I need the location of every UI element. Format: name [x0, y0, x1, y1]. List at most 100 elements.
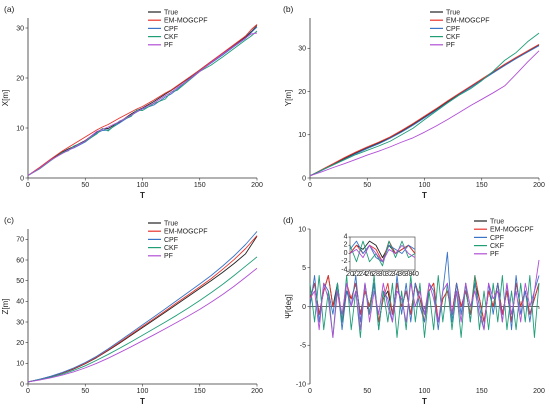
- y-tick-label: 20: [298, 89, 306, 96]
- panel-letter: (d): [283, 215, 294, 225]
- y-tick-label: 40: [16, 299, 24, 306]
- series-line-em-mogcpf: [27, 235, 258, 383]
- x-tick-label: 200: [251, 388, 263, 395]
- inset-x-tick-label: 38: [405, 271, 413, 278]
- y-tick-label: -5: [300, 343, 306, 350]
- y-tick-label: 50: [16, 278, 24, 285]
- panel-letter: (c): [4, 215, 14, 225]
- x-tick-label: 100: [419, 388, 431, 395]
- legend-label: True: [164, 220, 178, 227]
- inset-x-tick-label: 28: [372, 271, 380, 278]
- x-tick-label: 200: [533, 388, 545, 395]
- x-axis-title: T: [140, 191, 145, 200]
- y-tick-label: 0: [20, 381, 24, 388]
- inset-y-tick-label: 0: [344, 250, 348, 257]
- series-line-ckf: [309, 275, 540, 338]
- legend-label: CPF: [164, 237, 178, 244]
- legend-label: PF: [164, 42, 173, 49]
- inset-x-tick-label: 30: [379, 271, 387, 278]
- series-line-pf: [309, 259, 540, 338]
- inset-series-line-ckf: [349, 240, 416, 267]
- inset-y-tick-label: -4: [341, 266, 347, 273]
- y-tick-label: 30: [16, 319, 24, 326]
- x-tick-label: 50: [363, 388, 371, 395]
- legend-label: True: [490, 218, 504, 225]
- inset-x-tick-label: 24: [359, 271, 367, 278]
- legend-label: PF: [164, 253, 173, 260]
- series-line-cpf: [309, 45, 540, 177]
- series-line-em-mogcpf: [27, 24, 258, 176]
- y-tick-label: 0: [20, 175, 24, 182]
- x-tick-label: 100: [137, 182, 149, 189]
- x-tick-label: 150: [476, 388, 488, 395]
- inset-x-tick-label: 32: [385, 271, 393, 278]
- y-tick-label: 60: [16, 257, 24, 264]
- legend-label: CKF: [490, 243, 504, 250]
- x-axis-title: T: [422, 191, 427, 200]
- legend-label: CKF: [164, 34, 178, 41]
- x-tick-label: 0: [308, 388, 312, 395]
- series-line-true: [27, 235, 258, 383]
- y-tick-label: 10: [298, 226, 306, 233]
- inset-x-tick-label: 20: [346, 271, 354, 278]
- x-tick-label: 0: [26, 182, 30, 189]
- x-tick-label: 50: [81, 388, 89, 395]
- legend-label: PF: [446, 42, 455, 49]
- y-tick-label: 20: [16, 75, 24, 82]
- x-tick-label: 100: [419, 182, 431, 189]
- y-tick-label: 10: [16, 125, 24, 132]
- x-tick-label: 0: [308, 182, 312, 189]
- y-axis-title: Y[m]: [284, 90, 293, 106]
- legend-label: CPF: [446, 26, 460, 33]
- inset-y-tick-label: 2: [344, 242, 348, 249]
- x-tick-label: 50: [81, 182, 89, 189]
- inset-x-tick-label: 36: [398, 271, 406, 278]
- inset-y-tick-label: -2: [341, 258, 347, 265]
- y-tick-label: 0: [302, 304, 306, 311]
- x-tick-label: 150: [194, 182, 206, 189]
- y-axis-title: Z[m]: [1, 299, 10, 315]
- series-line-cpf: [27, 231, 258, 383]
- series-line-ckf: [309, 32, 540, 177]
- panel-letter: (b): [283, 4, 294, 14]
- legend-label: CPF: [490, 235, 504, 242]
- panel-c: 0 50 100 150 200 0 10 20 30 40 50 60 70 (c) T Z[m] True E…: [1, 215, 263, 406]
- panel-a: 0 50 100 150 200 0 10 20 30 (a) T X[m] True EM-MOGCPF…: [1, 4, 263, 200]
- x-axis-title: T: [422, 397, 427, 406]
- inset-series-line-pf: [349, 244, 416, 263]
- series-line-ckf: [27, 256, 258, 383]
- inset-x-tick-label: 40: [411, 271, 419, 278]
- series-line-pf: [27, 267, 258, 383]
- x-tick-label: 0: [26, 388, 30, 395]
- inset-x-tick-label: 26: [366, 271, 374, 278]
- panel-letter: (a): [4, 4, 15, 14]
- inset-y-tick-label: 4: [344, 233, 348, 240]
- legend-label: EM-MOGCPF: [490, 227, 534, 234]
- y-tick-label: 70: [16, 237, 24, 244]
- x-tick-label: 100: [137, 388, 149, 395]
- panel-d: 0 50 100 150 200-10-50510(d)TΨ[deg]TrueEM-MO…: [283, 215, 545, 406]
- inset-x-tick-label: 34: [392, 271, 400, 278]
- panel-b: 0 50 100 150 200 0 10 20 30 (b) T Y[m] True EM-MOGCPF…: [283, 4, 545, 200]
- legend-label: CPF: [164, 26, 178, 33]
- y-axis-title: X[m]: [1, 90, 10, 106]
- legend-label: EM-MOGCPF: [164, 229, 208, 236]
- y-tick-label: -10: [296, 381, 306, 388]
- series-line-pf: [27, 32, 258, 176]
- y-tick-label: 30: [16, 25, 24, 32]
- y-axis-title: Ψ[deg]: [284, 294, 293, 318]
- inset-x-tick-label: 22: [353, 271, 361, 278]
- legend-label: CKF: [446, 34, 460, 41]
- y-tick-label: 5: [302, 265, 306, 272]
- x-tick-label: 150: [194, 388, 206, 395]
- x-tick-label: 200: [251, 182, 263, 189]
- x-axis-title: T: [140, 397, 145, 406]
- x-tick-label: 200: [533, 182, 545, 189]
- series-line-em-mogcpf: [309, 43, 540, 177]
- x-tick-label: 150: [476, 182, 488, 189]
- series-line-pf: [309, 50, 540, 177]
- y-tick-label: 20: [16, 340, 24, 347]
- legend-label: True: [164, 9, 178, 16]
